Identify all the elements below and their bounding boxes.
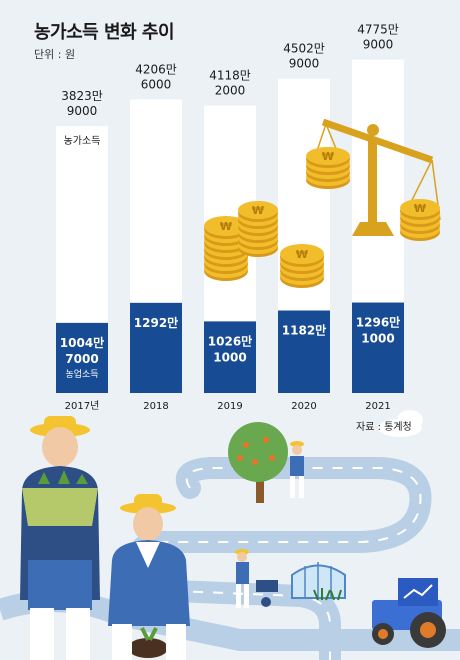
bar-farm-2 [204, 321, 256, 393]
farmer-icon [235, 549, 278, 608]
tree-icon [228, 422, 288, 503]
bar-farm-3 [278, 310, 330, 393]
series-label-total: 농가소득 [64, 135, 101, 147]
total-value-label: 3823만 [61, 89, 103, 103]
unit-label: 단위 : 원 [34, 48, 76, 61]
farm-value-label: 1000 [213, 350, 246, 364]
x-tick-label: 2019 [217, 401, 242, 412]
total-value-label: 9000 [67, 104, 98, 118]
total-value-label: 4775만 [357, 23, 399, 37]
total-value-label: 4118만 [209, 69, 251, 83]
bar-farm-4 [352, 302, 404, 393]
road [124, 457, 432, 660]
bar-farm-1 [130, 302, 182, 393]
farm-value-label: 1000 [361, 332, 394, 346]
farm-value-label: 1004만 [60, 335, 104, 350]
farm-value-label: 1182만 [282, 323, 326, 338]
tractor-icon [372, 578, 446, 648]
farmer-icon [108, 494, 190, 660]
total-value-label: 9000 [289, 57, 320, 71]
farm-value-label: 1026만 [208, 333, 252, 348]
x-tick-label: 2020 [291, 401, 316, 412]
chart-title: 농가소득 변화 추이 [34, 22, 175, 43]
total-value-label: 4502만 [283, 42, 325, 56]
bar-farm-0 [56, 322, 108, 393]
total-value-label: 6000 [141, 77, 172, 91]
total-value-label: 4206만 [135, 62, 177, 76]
bar-chart: 3823만90001004만70002017년4206만60001292만201… [56, 23, 404, 412]
x-tick-label: 2017년 [65, 400, 100, 412]
farmer-icon [290, 441, 304, 498]
source-label: 자료 : 통계청 [356, 422, 412, 433]
total-value-label: 9000 [363, 38, 394, 52]
farm-value-label: 1292만 [134, 315, 178, 330]
x-tick-label: 2018 [143, 401, 168, 412]
greenhouse-icon [291, 562, 346, 601]
farmer-icon [20, 416, 100, 660]
farm-value-label: 1296만 [356, 315, 400, 330]
x-tick-label: 2021 [365, 401, 390, 412]
series-label-farm: 농업소득 [65, 369, 98, 380]
farm-value-label: 7000 [65, 352, 98, 366]
total-value-label: 2000 [215, 84, 246, 98]
